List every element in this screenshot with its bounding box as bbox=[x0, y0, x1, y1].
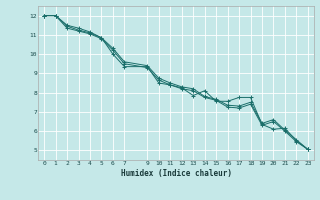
X-axis label: Humidex (Indice chaleur): Humidex (Indice chaleur) bbox=[121, 169, 231, 178]
